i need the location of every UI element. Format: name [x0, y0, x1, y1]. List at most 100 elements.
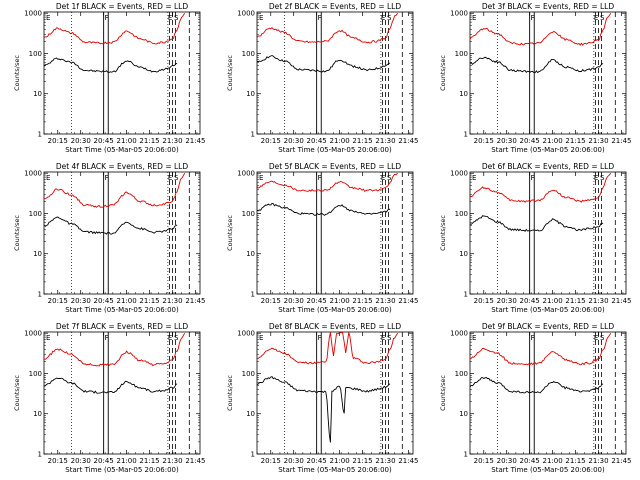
eclipse-marker-label: E: [168, 174, 172, 182]
x-tick-label: 20:45: [307, 137, 327, 145]
x-tick-label: 20:45: [307, 457, 327, 465]
eclipse-marker-label: E: [594, 174, 598, 182]
x-axis-label: Start Time (05-Mar-05 20:06:00): [65, 466, 179, 474]
x-tick-label: 20:15: [474, 297, 494, 305]
x-axis-label: Start Time (05-Mar-05 20:06:00): [491, 306, 605, 314]
y-tick-label: 10: [246, 250, 255, 258]
detector-panel-4: Det 4f BLACK = Events, RED = LLD 1 10 100 10…: [13, 162, 206, 314]
x-tick-label: 20:45: [520, 297, 540, 305]
y-tick-label: 10: [33, 90, 42, 98]
x-tick-label: 21:30: [375, 137, 395, 145]
y-tick-label: 100: [455, 50, 468, 58]
eclipse-marker-label-left: E: [46, 174, 50, 182]
x-tick-label: 20:15: [261, 137, 281, 145]
eclipse-marker-label-left: E: [472, 174, 476, 182]
eclipse-marker-label-left: E: [472, 14, 476, 22]
x-tick-label: 21:45: [185, 457, 205, 465]
x-tick-label: 21:30: [588, 137, 608, 145]
x-tick-label: 20:15: [48, 457, 68, 465]
events-series-line: [469, 215, 604, 232]
flare-marker-label: F: [318, 174, 322, 182]
lld-series-line: [256, 172, 398, 192]
lld-series-line: [257, 332, 399, 365]
eclipse-marker-label-left: E: [46, 334, 50, 342]
saa-marker-label: S: [387, 334, 392, 342]
eclipse-marker-label-left: E: [259, 174, 263, 182]
x-tick-label: 21:45: [611, 137, 631, 145]
x-tick-label: 21:30: [588, 297, 608, 305]
x-tick-label: 21:15: [565, 457, 585, 465]
events-series-line: [43, 377, 178, 394]
flare-marker-label: F: [531, 14, 535, 22]
y-tick-label: 1: [464, 451, 468, 459]
y-tick-label: 10: [33, 250, 42, 258]
x-tick-label: 21:15: [139, 297, 159, 305]
x-tick-label: 21:00: [116, 457, 136, 465]
x-tick-label: 20:45: [94, 457, 114, 465]
detector-panel-3: Det 3f BLACK = Events, RED = LLD 1 10 100 10…: [439, 2, 632, 154]
x-tick-label: 20:15: [48, 137, 68, 145]
eclipse-marker-label: E: [381, 174, 385, 182]
y-axis-label: Counts/sec: [226, 55, 234, 91]
x-tick-label: 21:15: [565, 137, 585, 145]
x-tick-label: 21:15: [139, 457, 159, 465]
x-tick-label: 21:00: [542, 137, 562, 145]
x-tick-label: 21:30: [162, 137, 182, 145]
y-tick-label: 10: [246, 90, 255, 98]
x-tick-label: 21:00: [116, 137, 136, 145]
y-tick-label: 100: [29, 210, 42, 218]
events-series-line: [257, 55, 391, 73]
y-tick-label: 1: [251, 451, 255, 459]
axes-frame: [256, 331, 414, 455]
x-tick-label: 20:15: [261, 297, 281, 305]
panel-title: Det 5f BLACK = Events, RED = LLD: [269, 162, 402, 171]
y-tick-label: 1000: [237, 170, 255, 178]
x-tick-label: 20:45: [94, 137, 114, 145]
x-tick-label: 21:00: [329, 297, 349, 305]
eclipse-marker-label: E: [168, 14, 172, 22]
y-tick-label: 100: [242, 210, 255, 218]
saa-marker-label: S: [174, 334, 179, 342]
lld-series-line: [43, 332, 186, 367]
saa-marker-label: S: [387, 174, 392, 182]
eclipse-marker-label: E: [168, 334, 172, 342]
x-tick-label: 21:30: [375, 457, 395, 465]
eclipse-marker-label: E: [381, 334, 385, 342]
lld-series-line: [256, 12, 399, 44]
y-tick-label: 10: [459, 410, 468, 418]
x-tick-label: 20:45: [94, 297, 114, 305]
panel-title: Det 3f BLACK = Events, RED = LLD: [482, 2, 615, 11]
saa-marker-label: S: [387, 14, 392, 22]
eclipse-marker-label-left: E: [46, 14, 50, 22]
x-tick-label: 20:30: [71, 457, 91, 465]
x-tick-label: 21:45: [398, 297, 418, 305]
flare-marker-label: F: [105, 174, 109, 182]
y-tick-label: 10: [33, 410, 42, 418]
y-tick-label: 1: [38, 131, 42, 139]
x-tick-label: 21:00: [542, 297, 562, 305]
saa-marker-label: S: [600, 334, 605, 342]
y-tick-label: 1: [464, 291, 468, 299]
x-tick-label: 20:30: [497, 457, 517, 465]
x-tick-label: 20:45: [520, 137, 540, 145]
x-axis-label: Start Time (05-Mar-05 20:06:00): [278, 146, 392, 154]
lld-series-line: [469, 172, 612, 203]
flare-marker-label: F: [531, 174, 535, 182]
x-axis-label: Start Time (05-Mar-05 20:06:00): [65, 306, 179, 314]
x-tick-label: 21:00: [329, 137, 349, 145]
y-tick-label: 1: [38, 451, 42, 459]
events-series-line: [469, 377, 604, 394]
x-tick-label: 21:45: [611, 457, 631, 465]
x-tick-label: 21:00: [116, 297, 136, 305]
x-tick-label: 21:45: [398, 457, 418, 465]
y-tick-label: 1: [251, 131, 255, 139]
saa-marker-label: S: [600, 14, 605, 22]
y-axis-label: Counts/sec: [13, 55, 21, 91]
eclipse-marker-label-left: E: [259, 334, 263, 342]
lld-series-line: [469, 332, 612, 366]
x-tick-label: 20:15: [474, 457, 494, 465]
eclipse-marker-label: E: [594, 14, 598, 22]
y-axis-label: Counts/sec: [226, 375, 234, 411]
eclipse-marker-label-left: E: [259, 14, 263, 22]
eclipse-marker-label: E: [594, 334, 598, 342]
